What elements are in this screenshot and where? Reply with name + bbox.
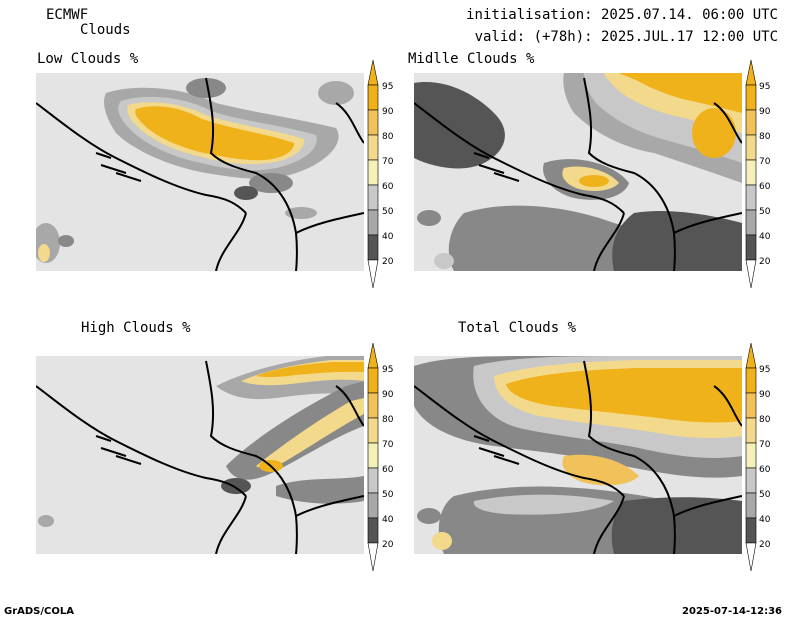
legend-label-70: 70 <box>759 157 771 167</box>
legend-label-20: 20 <box>759 540 771 550</box>
colorbar-total: 95 90 80 70 60 50 40 20 <box>745 342 771 572</box>
legend-label-95: 95 <box>382 82 393 92</box>
panel-title-high: High Clouds % <box>81 320 191 336</box>
legend-label-40: 40 <box>382 232 394 242</box>
colorbar-low: 95 90 80 70 60 50 40 20 <box>367 59 394 289</box>
legend-label-95: 95 <box>759 82 770 92</box>
initialisation-text: initialisation: 2025.07.14. 06:00 UTC <box>466 7 778 23</box>
legend-label-20: 20 <box>382 540 394 550</box>
legend-label-40: 40 <box>759 232 771 242</box>
panel-title-total: Total Clouds % <box>458 320 577 336</box>
legend-label-70: 70 <box>382 440 394 450</box>
legend-label-90: 90 <box>759 390 771 400</box>
legend-label-40: 40 <box>759 515 771 525</box>
legend-label-80: 80 <box>382 415 394 425</box>
colorbar-middle: 95 90 80 70 60 50 40 20 <box>745 59 771 289</box>
model-name: ECMWF <box>46 7 89 23</box>
legend-label-60: 60 <box>382 182 394 192</box>
legend-label-50: 50 <box>759 207 771 217</box>
legend-label-95: 95 <box>382 365 393 375</box>
cloud-field-middle <box>414 73 742 271</box>
panel-title-low: Low Clouds % <box>37 51 139 67</box>
variable-name: Clouds <box>80 22 131 38</box>
legend-label-80: 80 <box>382 132 394 142</box>
legend-label-90: 90 <box>382 107 394 117</box>
panel-title-middle: Midlle Clouds % <box>408 51 535 67</box>
legend-label-50: 50 <box>759 490 771 500</box>
borders-low <box>36 77 364 271</box>
legend-label-60: 60 <box>759 182 771 192</box>
map-high-clouds <box>36 356 364 554</box>
legend-label-60: 60 <box>382 465 394 475</box>
legend-label-20: 20 <box>382 257 394 267</box>
legend-label-50: 50 <box>382 490 394 500</box>
legend-label-70: 70 <box>382 157 394 167</box>
legend-label-20: 20 <box>759 257 771 267</box>
borders-high <box>36 360 364 554</box>
legend-label-80: 80 <box>759 415 771 425</box>
cloud-field-high <box>38 356 364 527</box>
legend-label-80: 80 <box>759 132 771 142</box>
legend-label-70: 70 <box>759 440 771 450</box>
legend-label-90: 90 <box>382 390 394 400</box>
legend-label-40: 40 <box>382 515 394 525</box>
valid-time-text: valid: (+78h): 2025.JUL.17 12:00 UTC <box>474 29 778 45</box>
cloud-field-low <box>36 78 354 263</box>
map-middle-clouds <box>414 73 742 271</box>
borders-total <box>414 360 742 554</box>
legend-label-90: 90 <box>759 107 771 117</box>
map-low-clouds <box>36 73 364 271</box>
legend-label-95: 95 <box>759 365 770 375</box>
legend-label-50: 50 <box>382 207 394 217</box>
borders-middle <box>414 77 742 271</box>
footer-timestamp: 2025-07-14-12:36 <box>682 606 782 617</box>
legend-label-60: 60 <box>759 465 771 475</box>
colorbar-high: 95 90 80 70 60 50 40 20 <box>367 342 394 572</box>
footer-credit: GrADS/COLA <box>4 606 74 617</box>
map-total-clouds <box>414 356 742 554</box>
cloud-field-total <box>414 356 742 554</box>
